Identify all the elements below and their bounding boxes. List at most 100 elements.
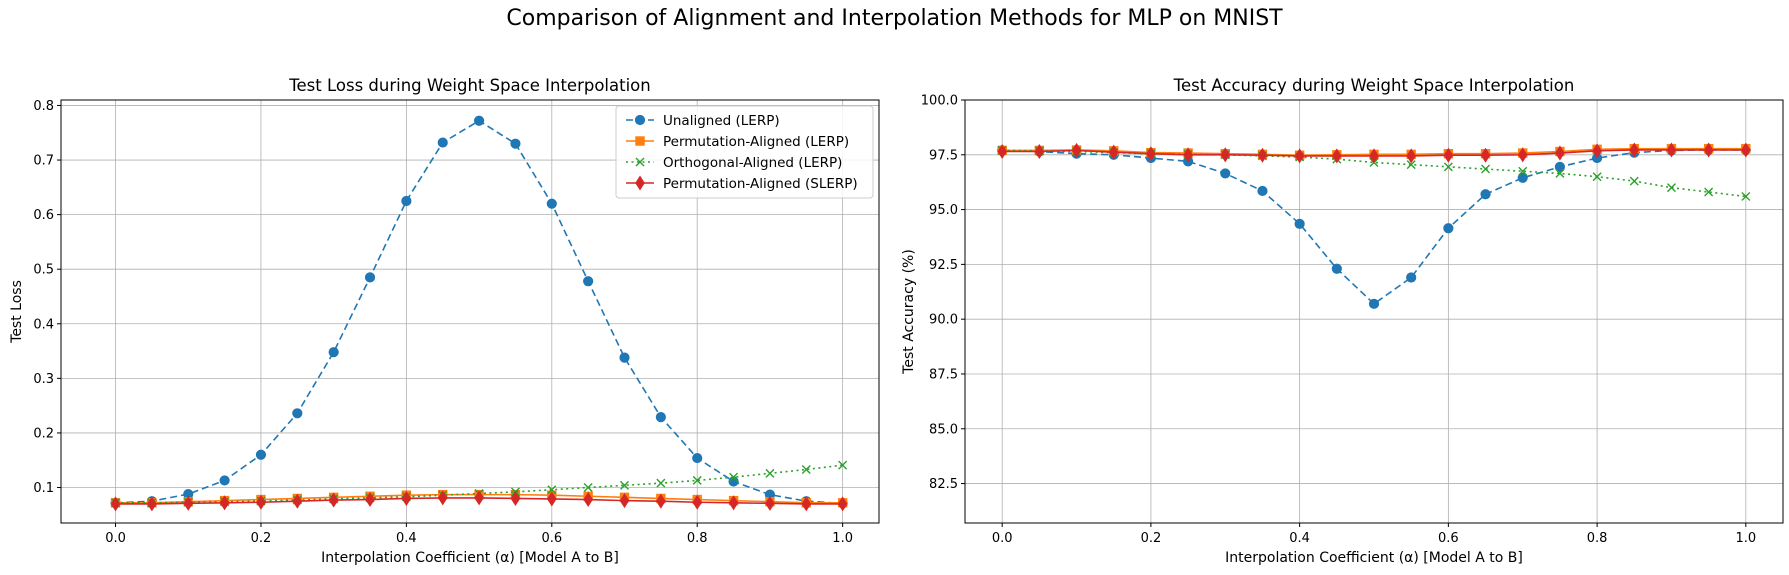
data-point — [1741, 191, 1751, 201]
data-point — [147, 496, 157, 512]
legend-label: Permutation-Aligned (LERP) — [663, 134, 849, 150]
ticks: 0.0 0.2 0.4 0.6 0.8 1.0 0.1 0.2 0.3 0.4 0.5 0.6 0.7 0… — [33, 99, 853, 546]
data-point — [1369, 148, 1379, 164]
axes-frame — [964, 99, 1784, 524]
data-point — [1629, 176, 1639, 186]
data-point — [583, 276, 594, 287]
y-tick-label: 0.5 — [33, 263, 54, 278]
data-point — [1555, 145, 1565, 161]
series-permutation-aligned-slerp — [110, 490, 848, 512]
y-tick-label: 100.0 — [921, 94, 958, 109]
data-point — [619, 493, 630, 509]
data-point — [1481, 164, 1491, 174]
y-axis-label: Test Loss — [9, 280, 25, 344]
data-point — [1368, 298, 1380, 309]
x-tick-label: 1.0 — [832, 531, 853, 546]
data-point — [837, 496, 848, 512]
data-point — [692, 475, 702, 485]
data-point — [292, 493, 303, 509]
data-point — [1294, 218, 1305, 229]
legend-entry: Permutation-Aligned (LERP) — [626, 134, 849, 150]
data-point — [437, 137, 448, 148]
data-point — [728, 495, 739, 511]
data-point — [437, 490, 448, 506]
data-point — [1443, 162, 1453, 172]
data-point — [510, 138, 521, 149]
data-point — [692, 494, 703, 510]
data-point — [1480, 189, 1491, 200]
data-point — [620, 480, 630, 490]
grid-lines — [61, 100, 879, 523]
data-point — [1554, 161, 1566, 172]
data-point — [583, 483, 593, 493]
x-tick-label: 0.6 — [1438, 531, 1459, 546]
data-point — [328, 347, 339, 358]
y-tick-label: 82.5 — [929, 477, 958, 492]
y-tick-label: 92.5 — [929, 258, 958, 273]
data-point — [656, 478, 666, 488]
chart-title: Test Accuracy during Weight Space Interp… — [1173, 76, 1575, 95]
data-point — [1146, 146, 1156, 162]
data-point — [728, 476, 739, 487]
figure-title: Comparison of Alignment and Interpolatio… — [506, 6, 1283, 31]
legend-entry: Unaligned (LERP) — [626, 113, 780, 129]
data-point — [1406, 272, 1417, 283]
data-point — [1183, 147, 1193, 163]
plot-area — [110, 115, 848, 512]
data-point — [328, 492, 339, 508]
data-point — [1257, 147, 1268, 163]
x-tick-label: 0.6 — [541, 531, 562, 546]
data-point — [1220, 147, 1231, 163]
data-point — [801, 496, 812, 512]
data-point — [401, 490, 412, 506]
series-permutation-aligned-slerp — [997, 142, 1751, 164]
data-point — [1517, 172, 1528, 183]
series-unaligned-lerp — [997, 144, 1751, 309]
chart-test-accuracy: 0.0 0.2 0.4 0.6 0.8 1.0 82.5 85.0 87.5 90.0 92.5 95… — [901, 76, 1784, 566]
data-point — [473, 115, 485, 126]
legend-marker — [635, 136, 645, 146]
axes-frame — [60, 99, 880, 524]
data-point — [365, 491, 375, 508]
legend-marker — [634, 114, 646, 126]
data-point — [655, 412, 666, 423]
data-point — [1518, 166, 1528, 176]
data-point — [1592, 143, 1602, 159]
legend-label: Permutation-Aligned (SLERP) — [663, 176, 858, 192]
legend-marker — [635, 157, 645, 167]
data-point — [801, 465, 811, 475]
data-point — [1517, 147, 1528, 163]
data-point — [1332, 148, 1342, 164]
y-tick-label: 0.3 — [33, 372, 54, 387]
data-point — [401, 195, 412, 207]
data-point — [1703, 142, 1714, 158]
plot-area — [997, 142, 1751, 309]
data-point — [692, 452, 703, 464]
data-point — [656, 493, 666, 509]
data-point — [1443, 223, 1454, 234]
x-tick-label: 0.0 — [992, 531, 1013, 546]
y-tick-label: 97.5 — [929, 148, 958, 163]
data-point — [997, 143, 1007, 160]
x-axis-label: Interpolation Coefficient (α) [Model A t… — [321, 550, 619, 566]
y-tick-label: 87.5 — [929, 367, 958, 382]
data-point — [1555, 168, 1565, 178]
data-point — [838, 460, 848, 470]
y-tick-label: 0.6 — [33, 208, 54, 223]
legend-label: Unaligned (LERP) — [663, 113, 780, 129]
x-tick-label: 0.8 — [687, 531, 708, 546]
data-point — [1257, 185, 1268, 197]
x-tick-label: 0.2 — [1141, 531, 1162, 546]
x-tick-label: 0.4 — [396, 531, 417, 546]
x-axis-label: Interpolation Coefficient (α) [Model A t… — [1225, 550, 1523, 566]
y-tick-label: 0.1 — [33, 481, 54, 496]
legend-marker — [635, 175, 645, 191]
data-point — [183, 495, 194, 511]
data-point — [1034, 143, 1045, 160]
data-point — [1592, 172, 1602, 182]
x-tick-label: 0.8 — [1587, 531, 1608, 546]
y-tick-label: 85.0 — [929, 422, 958, 437]
legend-entry: Orthogonal-Aligned (LERP) — [626, 155, 842, 171]
chart-title: Test Loss during Weight Space Interpolat… — [288, 76, 651, 95]
